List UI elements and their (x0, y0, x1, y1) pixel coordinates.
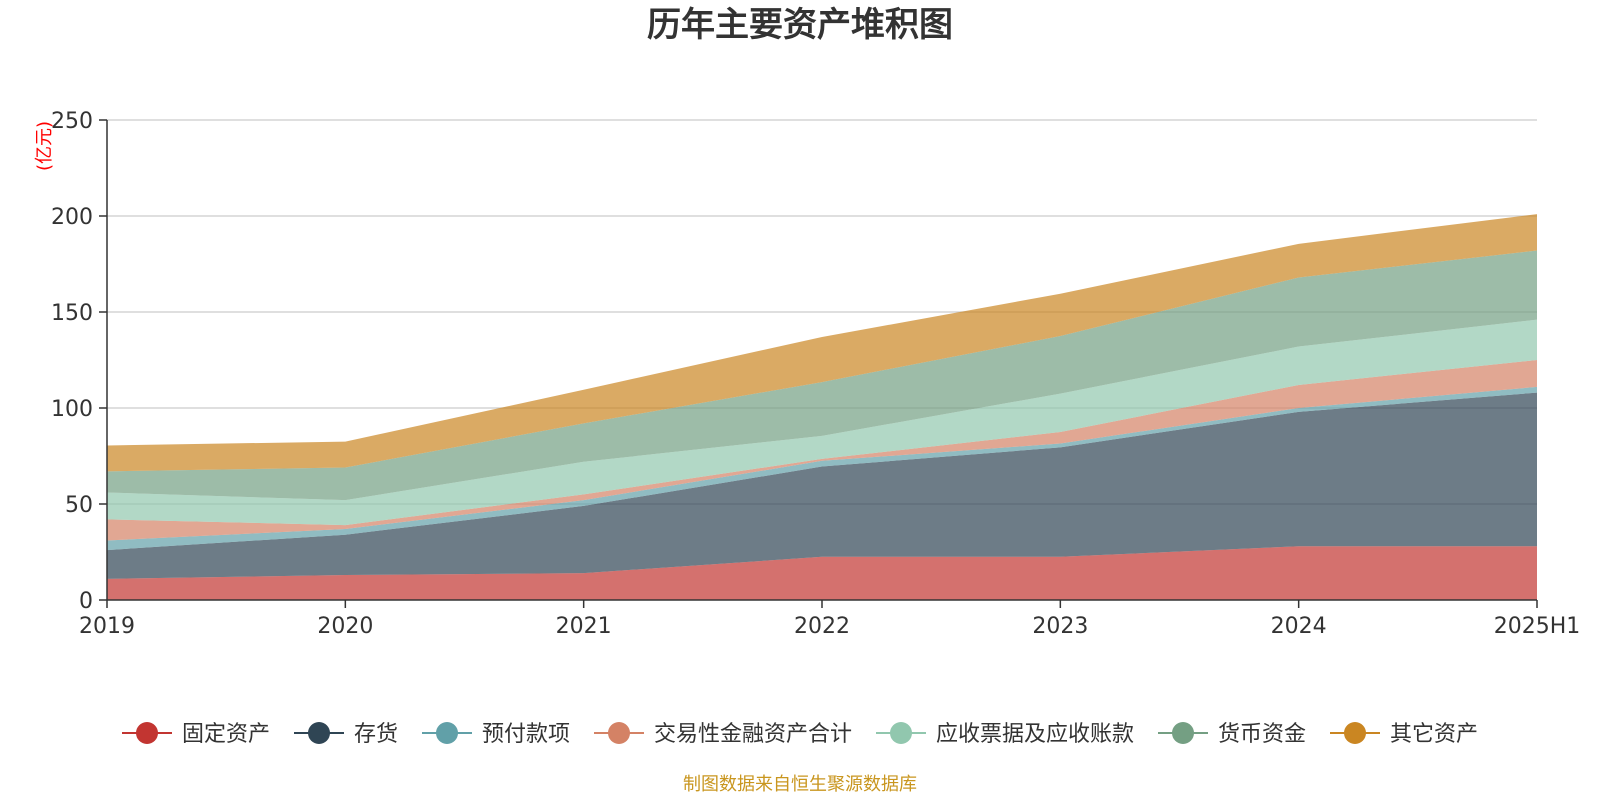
x-tick-label-0: 2019 (79, 614, 135, 639)
legend-item-4[interactable]: 应收票据及应收账款 (876, 722, 1134, 747)
legend-item-2[interactable]: 预付款项 (422, 722, 570, 747)
legend-label-2: 预付款项 (482, 722, 570, 747)
legend-label-3: 交易性金融资产合计 (654, 722, 852, 747)
x-tick-label-3: 2022 (794, 614, 850, 639)
legend-item-0[interactable]: 固定资产 (122, 722, 270, 747)
data-source-note: 制图数据来自恒生聚源数据库 (683, 774, 917, 795)
legend-item-6[interactable]: 其它资产 (1330, 722, 1478, 747)
legend-marker-4 (890, 722, 912, 744)
area-series-3[interactable] (107, 360, 1537, 541)
x-tick-label-4: 2023 (1032, 614, 1088, 639)
x-tick-label-1: 2020 (317, 614, 373, 639)
legend-item-1[interactable]: 存货 (294, 722, 398, 747)
y-axis-tick-labels: 0 50 100 150 200 250 (51, 109, 93, 614)
chart-title: 历年主要资产堆积图 (647, 5, 953, 45)
legend-marker-3 (608, 722, 630, 744)
legend[interactable]: 固定资产 存货 预付款项 交易性金融资产合计 应收票据及应收账款 货币资金 其它资产 (122, 722, 1478, 747)
legend-label-5: 货币资金 (1218, 722, 1306, 747)
legend-label-0: 固定资产 (182, 722, 270, 747)
x-axis-tick-labels: 2019 2020 2021 2022 2023 2024 2025H1 (79, 614, 1580, 639)
area-series-2[interactable] (107, 386, 1537, 551)
y-tick-label-150: 150 (51, 301, 93, 326)
legend-marker-1 (308, 722, 330, 744)
y-axis-unit-label: (亿元) (34, 121, 55, 171)
legend-label-6: 其它资产 (1390, 722, 1478, 747)
area-series-6[interactable] (107, 214, 1537, 472)
area-series-4[interactable] (107, 319, 1537, 526)
legend-label-4: 应收票据及应收账款 (936, 722, 1134, 747)
area-series-group (107, 214, 1537, 600)
x-tick-label-5: 2024 (1271, 614, 1327, 639)
y-tick-label-200: 200 (51, 205, 93, 230)
axes (99, 119, 1538, 608)
legend-marker-0 (136, 722, 158, 744)
legend-marker-6 (1344, 722, 1366, 744)
area-series-5[interactable] (107, 250, 1537, 501)
y-tick-label-250: 250 (51, 109, 93, 134)
area-series-0[interactable] (107, 546, 1537, 600)
legend-marker-2 (436, 722, 458, 744)
legend-label-1: 存货 (354, 722, 398, 747)
x-tick-label-2: 2021 (556, 614, 612, 639)
legend-item-5[interactable]: 货币资金 (1158, 722, 1306, 747)
y-tick-label-0: 0 (79, 589, 93, 614)
legend-marker-5 (1172, 722, 1194, 744)
y-tick-label-100: 100 (51, 397, 93, 422)
y-tick-label-50: 50 (65, 493, 93, 518)
x-tick-label-6: 2025H1 (1494, 614, 1581, 639)
legend-item-3[interactable]: 交易性金融资产合计 (594, 722, 852, 747)
area-series-1[interactable] (107, 392, 1537, 579)
